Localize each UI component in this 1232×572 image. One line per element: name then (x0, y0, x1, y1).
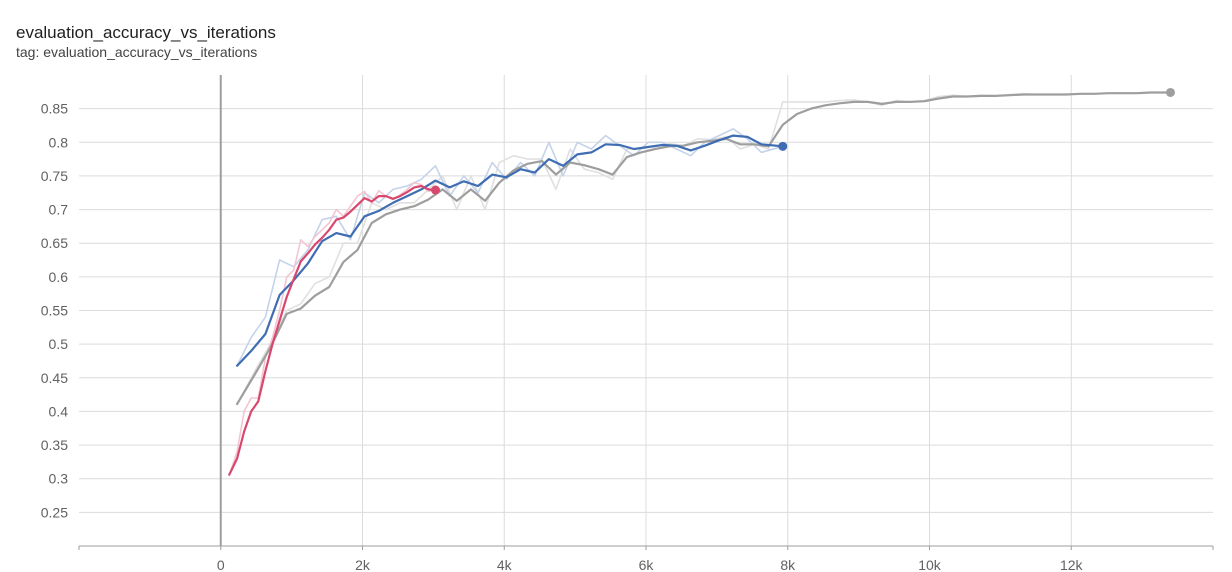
chart-tag: tag: evaluation_accuracy_vs_iterations (16, 44, 258, 60)
y-tick-label: 0.85 (41, 101, 68, 117)
chart-card-header: evaluation_accuracy_vs_iterations tag: e… (16, 22, 276, 60)
y-tick-label: 0.45 (41, 370, 68, 386)
y-tick-label: 0.3 (49, 471, 69, 487)
x-tick-label: 12k (1060, 557, 1084, 572)
smoothed-series-lines[interactable] (228, 91, 1172, 476)
raw-series-line-1 (236, 128, 784, 367)
series-line-2[interactable] (228, 184, 437, 476)
y-tick-label: 0.7 (49, 202, 69, 218)
y-tick-label: 0.35 (41, 437, 68, 453)
raw-series-line-0 (236, 91, 1171, 406)
y-tick-label: 0.75 (41, 168, 68, 184)
grid-lines (79, 75, 1213, 546)
y-tick-label: 0.55 (41, 303, 68, 319)
x-tick-label: 0 (217, 557, 225, 572)
y-tick-label: 0.8 (49, 134, 69, 150)
series-end-markers (431, 87, 1175, 195)
y-tick-label: 0.5 (49, 336, 69, 352)
x-tick-label: 8k (780, 557, 796, 572)
y-tick-label: 0.6 (49, 269, 69, 285)
raw-series-line-2 (228, 181, 436, 475)
series-line-1[interactable] (236, 134, 784, 367)
series-line-0[interactable] (236, 91, 1172, 406)
series-end-marker-1 (778, 141, 788, 151)
series-end-marker-2 (431, 185, 441, 195)
axes (78, 545, 1214, 550)
chart-title: evaluation_accuracy_vs_iterations (16, 23, 276, 42)
x-tick-label: 2k (355, 557, 371, 572)
raw-series-lines (228, 91, 1171, 475)
x-tick-label: 4k (497, 557, 513, 572)
x-tick-label: 6k (639, 557, 655, 572)
y-tick-label: 0.65 (41, 235, 68, 251)
x-tick-label: 10k (918, 557, 942, 572)
tick-labels: 0.25 0.3 0.35 0.4 0.45 0.5 0.55 0.6 0.65 0.7 0.75 0… (41, 101, 1084, 572)
series-end-marker-0 (1165, 87, 1175, 97)
y-tick-label: 0.25 (41, 504, 68, 520)
y-tick-label: 0.4 (49, 403, 69, 419)
